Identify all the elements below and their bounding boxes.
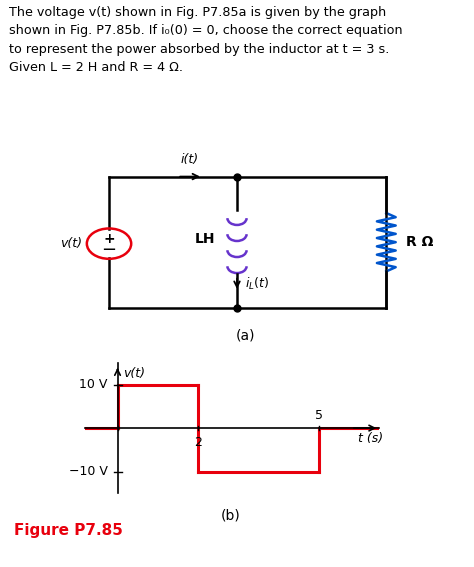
Text: +: + [103,232,115,246]
Text: −: − [101,241,117,259]
Text: t (s): t (s) [358,433,383,446]
Text: LH: LH [195,232,215,246]
Text: 2: 2 [194,436,202,449]
Text: The voltage v(t) shown in Fig. P7.85a is given by the graph
shown in Fig. P7.85b: The voltage v(t) shown in Fig. P7.85a is… [9,6,403,74]
Text: i(t): i(t) [181,154,199,166]
Text: 5: 5 [315,409,323,422]
Text: R Ω: R Ω [405,235,433,249]
Text: v(t): v(t) [60,237,82,250]
Text: Figure P7.85: Figure P7.85 [14,523,123,538]
Text: (b): (b) [220,509,240,523]
Text: v(t): v(t) [124,367,146,380]
Text: −10 V: −10 V [69,465,108,478]
Text: $i_L(t)$: $i_L(t)$ [245,276,269,292]
Text: 10 V: 10 V [79,378,108,391]
Text: (a): (a) [236,329,255,343]
